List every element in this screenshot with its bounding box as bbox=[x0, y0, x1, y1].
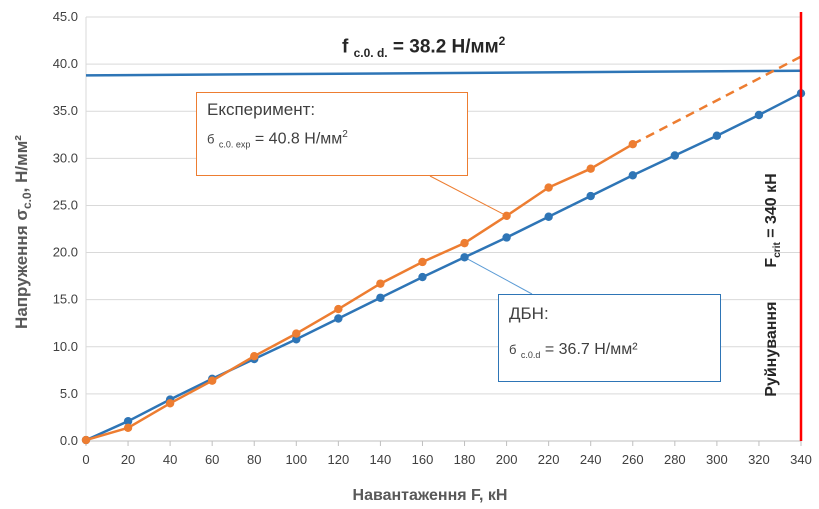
experiment-symbol: б bbox=[207, 131, 215, 147]
x-tick-label: 100 bbox=[285, 452, 307, 467]
failure-force-subscript: crit bbox=[772, 242, 784, 258]
x-axis-title: Навантаження F, кН bbox=[353, 487, 508, 504]
dbn-value: = 36.7 Н/мм² bbox=[540, 341, 638, 358]
y-axis-title-subscript: c.0 bbox=[20, 192, 34, 209]
design-strength-value: = 38.2 Н/мм bbox=[392, 36, 499, 58]
x-tick-label: 80 bbox=[247, 452, 261, 467]
data-point bbox=[250, 352, 259, 361]
x-tick-label: 180 bbox=[454, 452, 476, 467]
y-tick-label: 40.0 bbox=[53, 56, 78, 71]
design-strength-subscript: c.0. d. bbox=[353, 46, 388, 61]
dbn-symbol: б bbox=[509, 342, 517, 357]
failure-force-symbol: F bbox=[762, 257, 780, 268]
data-point bbox=[670, 151, 680, 160]
data-point bbox=[292, 329, 301, 338]
design-limit-line-path bbox=[85, 69, 802, 77]
failure-label-text: Руйнування bbox=[762, 301, 780, 397]
x-tick-label: 320 bbox=[748, 452, 770, 467]
experiment-annotation: Експеримент: б c.0. exp = 40.8 Н/мм2 bbox=[196, 92, 468, 176]
experiment-superscript: 2 bbox=[342, 129, 348, 140]
x-tick-label: 140 bbox=[370, 452, 392, 467]
y-axis-title-prefix: Напруження bbox=[12, 221, 31, 329]
x-tick-label: 280 bbox=[664, 452, 686, 467]
data-point bbox=[502, 211, 511, 221]
y-tick-label: 30.0 bbox=[53, 150, 78, 165]
y-tick-label: 20.0 bbox=[53, 245, 78, 260]
x-tick-label: 60 bbox=[205, 452, 219, 467]
data-point bbox=[754, 110, 764, 120]
y-tick-label: 35.0 bbox=[53, 103, 78, 118]
design-strength-label: f c.0. d. = 38.2 Н/мм2 bbox=[342, 34, 505, 60]
data-point bbox=[712, 131, 722, 140]
data-point bbox=[165, 399, 175, 408]
data-point bbox=[376, 279, 385, 288]
failure-force-value: = 340 кН bbox=[762, 173, 780, 243]
experiment-value: = 40.8 Н/мм bbox=[250, 130, 343, 148]
x-tick-label: 0 bbox=[82, 452, 89, 467]
x-tick-label: 240 bbox=[580, 452, 602, 467]
series-line bbox=[85, 143, 634, 442]
x-tick-label: 340 bbox=[790, 452, 812, 467]
y-tick-label: 45.0 bbox=[53, 9, 78, 24]
series bbox=[81, 55, 806, 445]
design-strength-superscript: 2 bbox=[498, 34, 506, 48]
data-point bbox=[544, 183, 553, 192]
x-tick-label: 220 bbox=[538, 452, 560, 467]
annotation-pointers bbox=[429, 175, 533, 295]
data-point bbox=[460, 238, 469, 248]
dbn-annotation: ДБН: б c.0.d = 36.7 Н/мм² bbox=[498, 294, 721, 382]
data-point bbox=[628, 171, 637, 180]
data-point bbox=[544, 212, 553, 221]
design-limit-line bbox=[85, 69, 802, 77]
x-tick-label: 200 bbox=[496, 452, 518, 467]
y-tick-label: 5.0 bbox=[60, 386, 78, 401]
series-extension-dashed bbox=[632, 55, 802, 146]
data-point bbox=[123, 417, 133, 426]
dbn-title: ДБН: bbox=[509, 304, 549, 323]
experiment-pointer bbox=[429, 175, 507, 217]
dbn-value-line: б c.0.d = 36.7 Н/мм² bbox=[509, 341, 710, 360]
x-tick-labels: 0 20 40 60 80 100 120 140 160 180 200 220 240 260 280 3… bbox=[82, 452, 811, 467]
experiment-value-line: б c.0. exp = 40.8 Н/мм2 bbox=[207, 129, 457, 150]
data-point bbox=[207, 376, 217, 385]
experiment-subscript: c.0. exp bbox=[218, 139, 251, 150]
data-point bbox=[81, 435, 91, 445]
y-axis-title: Напруження σc.0, Н/мм² bbox=[12, 135, 34, 329]
y-axis-title-symbol: σ bbox=[12, 209, 31, 221]
x-tick-label: 160 bbox=[412, 452, 434, 467]
data-point bbox=[586, 164, 595, 173]
data-point bbox=[123, 423, 133, 433]
x-tick-label: 40 bbox=[163, 452, 177, 467]
y-tick-label: 0.0 bbox=[60, 433, 78, 448]
experiment-title: Експеримент: bbox=[207, 100, 316, 119]
data-point bbox=[334, 304, 343, 314]
data-point bbox=[460, 253, 469, 262]
y-tick-label: 10.0 bbox=[53, 339, 78, 354]
dbn-pointer bbox=[464, 256, 533, 295]
dbn-subscript: c.0.d bbox=[520, 350, 541, 361]
y-tick-labels: 0.0 5.0 10.0 15.0 20.0 25.0 30.0 35.0 40.0 45.0 bbox=[53, 9, 78, 448]
series-line bbox=[85, 92, 802, 442]
y-tick-label: 25.0 bbox=[53, 197, 78, 212]
data-point bbox=[628, 140, 637, 149]
series-1 bbox=[81, 55, 802, 445]
data-point bbox=[334, 314, 343, 323]
data-point bbox=[418, 272, 427, 282]
x-tick-label: 300 bbox=[706, 452, 728, 467]
data-point bbox=[586, 191, 595, 201]
data-point bbox=[376, 293, 385, 302]
x-tick-label: 20 bbox=[121, 452, 135, 467]
x-tick-label: 260 bbox=[622, 452, 644, 467]
x-tick-label: 120 bbox=[328, 452, 350, 467]
design-strength-symbol: f bbox=[342, 36, 349, 58]
failure-label: Руйнування Fcrit = 340 кН bbox=[763, 173, 783, 396]
y-tick-label: 15.0 bbox=[53, 292, 78, 307]
y-axis-title-suffix: , Н/мм² bbox=[12, 135, 31, 193]
data-point bbox=[418, 257, 427, 267]
data-point bbox=[502, 233, 511, 242]
